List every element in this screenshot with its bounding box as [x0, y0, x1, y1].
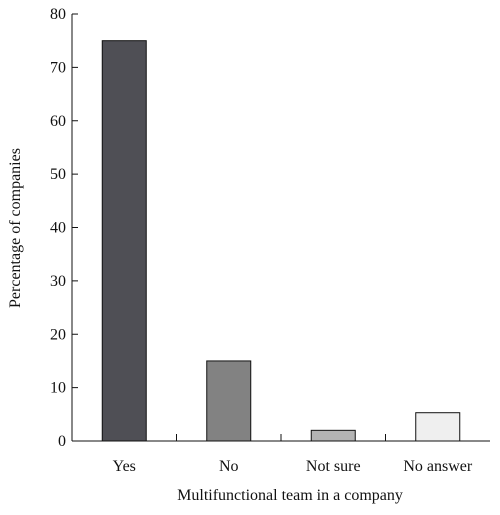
bar-no-answer: [415, 412, 461, 442]
y-ticks: 0 10 20 30 40 50 60 70 80: [50, 6, 78, 450]
x-tick-label: Not sure: [306, 458, 361, 475]
bar-yes: [101, 40, 147, 442]
x-tick-label: No: [219, 458, 239, 475]
y-tick-label: 70: [50, 59, 66, 76]
y-tick-label: 60: [50, 113, 66, 130]
y-tick-label: 40: [50, 220, 66, 237]
bars: [101, 40, 461, 442]
x-tick-label: Yes: [113, 458, 136, 475]
x-tick-label: No answer: [403, 458, 473, 475]
x-ticks: [176, 434, 386, 441]
x-axis-label: Multifunctional team in a company: [177, 487, 403, 504]
y-tick-label: 20: [50, 326, 66, 343]
y-tick-label: 0: [58, 433, 66, 450]
y-tick-label: 10: [50, 380, 66, 397]
bar-not-sure: [310, 429, 356, 442]
y-tick-label: 30: [50, 273, 66, 290]
y-tick-label: 80: [50, 6, 66, 23]
x-tick-labels: Yes No Not sure No answer: [113, 458, 473, 475]
bar-no: [206, 360, 252, 442]
y-tick-label: 50: [50, 166, 66, 183]
y-axis-label: Percentage of companies: [7, 148, 24, 308]
